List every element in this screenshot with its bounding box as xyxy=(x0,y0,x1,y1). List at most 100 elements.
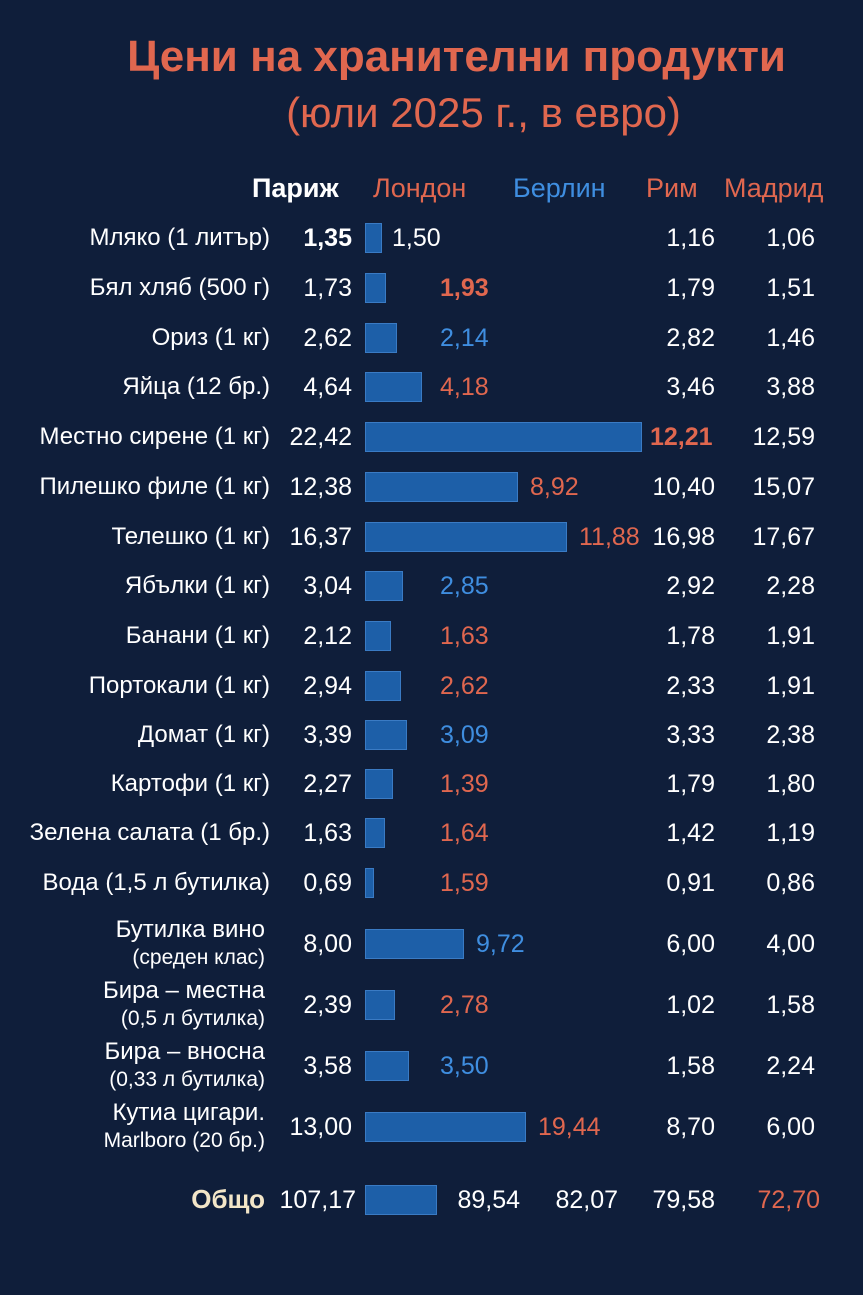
row-label-line: Домат (1 кг) xyxy=(137,721,270,748)
row-label: Картофи (1 кг) xyxy=(111,770,270,798)
chart-title: Цени на хранителни продукти xyxy=(127,32,786,81)
row-label: Яйца (12 бр.) xyxy=(122,373,270,401)
cell-value: 1,58 xyxy=(666,1052,715,1080)
table-row: Бутилка вино (среден клас) 8,00 9,72 6,00 4,0… xyxy=(0,916,863,969)
table-row: Ориз (1 кг) 2,62 2,14 2,82 1,46 xyxy=(0,318,863,358)
bar xyxy=(365,571,403,601)
table-row: Банани (1 кг) 2,12 1,63 1,78 1,91 xyxy=(0,616,863,656)
total-value: 89,54 xyxy=(457,1186,520,1214)
cell-value: 17,67 xyxy=(752,523,815,551)
total-value: 72,70 xyxy=(757,1186,820,1214)
row-label-line: Бял хляб (500 г) xyxy=(89,274,270,301)
cell-value: 1,59 xyxy=(440,869,489,897)
row-label-line: Ябълки (1 кг) xyxy=(124,572,270,599)
table-row: Зелена салата (1 бр.) 1,63 1,64 1,42 1,19 xyxy=(0,813,863,853)
row-label-line: Бутилка вино xyxy=(115,916,265,943)
column-header: Мадрид xyxy=(724,173,824,203)
row-label: Портокали (1 кг) xyxy=(89,672,270,700)
bar xyxy=(365,472,518,502)
cell-value: 3,33 xyxy=(666,721,715,749)
row-label-subline: Marlboro (20 бр.) xyxy=(103,1129,265,1152)
cell-value: 1,80 xyxy=(766,770,815,798)
table-row: Картофи (1 кг) 2,27 1,39 1,79 1,80 xyxy=(0,764,863,804)
table-row: Пилешко филе (1 кг) 12,38 8,92 10,40 15,07 xyxy=(0,467,863,507)
bar xyxy=(365,671,401,701)
cell-value: 1,42 xyxy=(666,819,715,847)
row-label-subline: (0,33 л бутилка) xyxy=(109,1068,265,1091)
cell-value: 8,00 xyxy=(303,930,352,958)
cell-value: 4,18 xyxy=(440,373,489,401)
cell-value: 11,88 xyxy=(579,523,640,551)
cell-value: 2,14 xyxy=(440,324,489,352)
cell-value: 0,69 xyxy=(303,869,352,897)
bar xyxy=(365,1051,409,1081)
row-label: Бял хляб (500 г) xyxy=(90,274,270,302)
cell-value: 2,24 xyxy=(766,1052,815,1080)
table-row: Бира – вносна (0,33 л бутилка) 3,58 3,50 1,5… xyxy=(0,1038,863,1091)
row-label-line: Ориз (1 кг) xyxy=(151,324,270,351)
table-row: Яйца (12 бр.) 4,64 4,18 3,46 3,88 xyxy=(0,367,863,407)
cell-value: 1,06 xyxy=(766,224,815,252)
bar xyxy=(365,990,395,1020)
table-row: Кутиа цигари. Marlboro (20 бр.) 13,00 19,44… xyxy=(0,1099,863,1152)
total-label: Общо xyxy=(191,1184,265,1214)
cell-value: 2,85 xyxy=(440,572,489,600)
bar xyxy=(365,522,567,552)
row-label: Банани (1 кг) xyxy=(126,622,270,650)
cell-value: 3,46 xyxy=(666,373,715,401)
cell-value: 1,35 xyxy=(303,224,352,252)
row-label: Вода (1,5 л бутилка) xyxy=(42,869,270,897)
cell-value: 1,64 xyxy=(440,819,489,847)
row-label: Ябълки (1 кг) xyxy=(125,572,270,600)
cell-value: 1,93 xyxy=(440,274,489,302)
table-row: Телешко (1 кг) 16,37 11,88 16,98 17,67 xyxy=(0,517,863,557)
cell-value: 2,82 xyxy=(666,324,715,352)
cell-value: 1,02 xyxy=(666,991,715,1019)
bar xyxy=(365,769,393,799)
cell-value: 12,38 xyxy=(289,473,352,501)
cell-value: 2,94 xyxy=(303,672,352,700)
cell-value: 1,58 xyxy=(766,991,815,1019)
cell-value: 1,63 xyxy=(303,819,352,847)
row-label: Бира – местна (0,5 л бутилка) xyxy=(103,977,265,1033)
row-label-line: Бира – вносна xyxy=(104,1038,266,1065)
total-value: 107,17 xyxy=(279,1186,356,1214)
row-label: Местно сирене (1 кг) xyxy=(40,423,271,451)
table-row: Бял хляб (500 г) 1,73 1,93 1,79 1,51 xyxy=(0,268,863,308)
cell-value: 1,73 xyxy=(303,274,352,302)
total-row: Общо 107,17 89,54 82,07 79,58 72,70 xyxy=(0,1180,863,1220)
cell-value: 19,44 xyxy=(538,1113,601,1141)
cell-value: 1,46 xyxy=(766,324,815,352)
row-label: Домат (1 кг) xyxy=(138,721,270,749)
cell-value: 2,27 xyxy=(303,770,352,798)
cell-value: 2,28 xyxy=(766,572,815,600)
cell-value: 12,21 xyxy=(650,423,713,451)
cell-value: 1,50 xyxy=(392,224,441,252)
row-label-line: Телешко (1 кг) xyxy=(111,523,270,550)
cell-value: 3,88 xyxy=(766,373,815,401)
cell-value: 6,00 xyxy=(666,930,715,958)
row-label: Пилешко филе (1 кг) xyxy=(40,473,270,501)
bar xyxy=(365,1112,526,1142)
row-label-line: Кутиа цигари. xyxy=(112,1099,265,1126)
bar xyxy=(365,929,464,959)
cell-value: 2,62 xyxy=(440,672,489,700)
bar xyxy=(365,422,642,452)
column-header: Берлин xyxy=(513,173,606,203)
cell-value: 1,51 xyxy=(766,274,815,302)
cell-value: 2,12 xyxy=(303,622,352,650)
bar xyxy=(365,323,397,353)
cell-value: 0,91 xyxy=(666,869,715,897)
bar xyxy=(365,273,386,303)
row-label: Кутиа цигари. Marlboro (20 бр.) xyxy=(104,1099,265,1155)
row-label-subline: (0,5 л бутилка) xyxy=(120,1007,265,1030)
row-label: Телешко (1 кг) xyxy=(111,523,270,551)
bar xyxy=(365,621,391,651)
row-label: Зелена салата (1 бр.) xyxy=(30,819,270,847)
cell-value: 1,19 xyxy=(766,819,815,847)
row-label-subline: (среден клас) xyxy=(132,946,265,969)
row-label-line: Мляко (1 литър) xyxy=(89,224,270,251)
table-row: Портокали (1 кг) 2,94 2,62 2,33 1,91 xyxy=(0,666,863,706)
row-label-line: Картофи (1 кг) xyxy=(110,770,270,797)
cell-value: 13,00 xyxy=(289,1113,352,1141)
